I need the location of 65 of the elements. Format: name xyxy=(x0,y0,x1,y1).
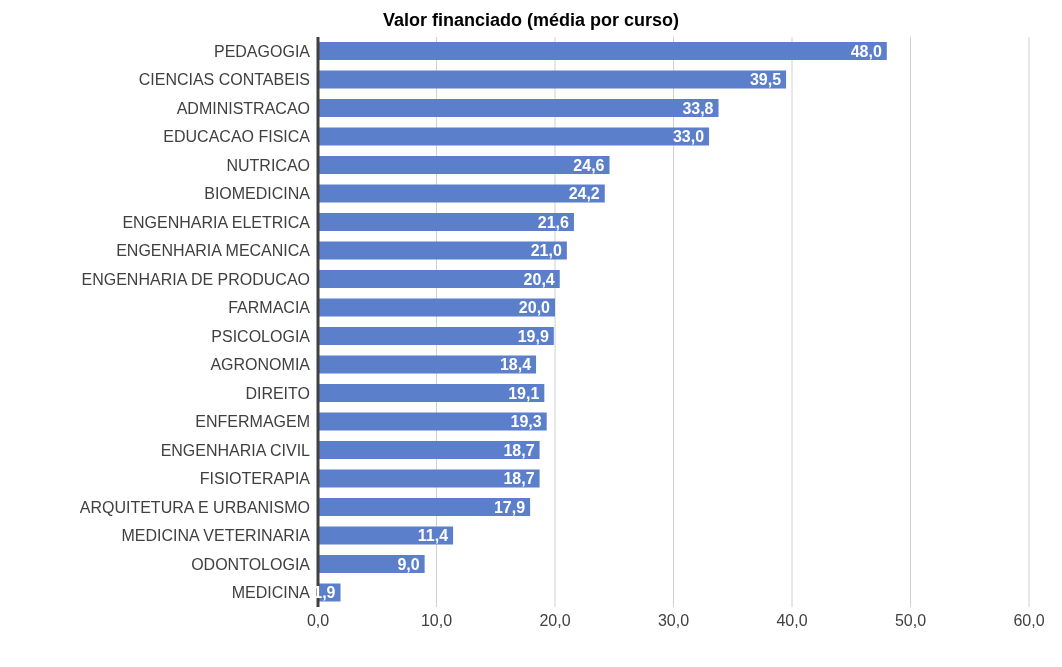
data-label: 18,7 xyxy=(503,441,535,459)
bar xyxy=(318,270,560,288)
data-label: 17,9 xyxy=(493,498,526,516)
data-label: 33,0 xyxy=(672,128,705,146)
data-label: 33,8 xyxy=(682,99,714,117)
y-tick-label: ENGENHARIA MECANICA xyxy=(116,242,311,260)
data-label: 18,7 xyxy=(503,470,535,488)
x-tick-label: 60,0 xyxy=(1013,612,1045,630)
bar xyxy=(318,42,887,60)
x-tick-label: 30,0 xyxy=(657,612,690,630)
y-tick-label: PEDAGOGIA xyxy=(213,42,311,60)
data-label: 19,9 xyxy=(517,327,549,345)
y-tick-label: ENGENHARIA CIVIL xyxy=(160,441,311,459)
y-tick-label: BIOMEDICINA xyxy=(204,185,311,203)
bar xyxy=(318,241,567,260)
x-tick-label: 40,0 xyxy=(776,612,808,630)
x-tick-label: 20,0 xyxy=(539,612,571,630)
y-tick-label: EDUCACAO FISICA xyxy=(163,128,311,146)
data-label: 18,4 xyxy=(499,356,532,374)
y-tick-label: ARQUITETURA E URBANISMO xyxy=(79,498,310,516)
y-tick-label: PSICOLOGIA xyxy=(211,327,311,345)
y-tick-label: AGRONOMIA xyxy=(210,356,311,374)
y-tick-label: CIENCIAS CONTABEIS xyxy=(138,71,310,89)
y-tick-label: FISIOTERAPIA xyxy=(199,470,311,488)
data-label: 19,3 xyxy=(510,413,542,431)
bar xyxy=(318,70,787,89)
data-label: 20,0 xyxy=(518,299,551,317)
bar xyxy=(318,327,554,345)
x-tick-label: 10,0 xyxy=(420,612,453,630)
data-label: 21,0 xyxy=(530,242,562,260)
data-label: 20,4 xyxy=(523,270,555,288)
data-label: 39,5 xyxy=(749,71,782,89)
bar xyxy=(318,412,547,431)
y-tick-label: ENGENHARIA DE PRODUCAO xyxy=(81,270,310,288)
bar xyxy=(318,498,531,516)
bar xyxy=(318,156,610,174)
data-label: 9,0 xyxy=(397,555,420,573)
x-tick-label: 0,0 xyxy=(306,612,330,630)
data-label: 21,6 xyxy=(537,213,570,231)
bar xyxy=(318,526,454,545)
bar xyxy=(318,355,537,374)
bar xyxy=(318,127,710,146)
chart-title: Valor financiado (média por curso) xyxy=(381,9,681,32)
bar xyxy=(318,184,605,203)
bar xyxy=(318,213,574,231)
y-tick-label: ENGENHARIA ELETRICA xyxy=(122,213,311,231)
y-tick-label: NUTRICAO xyxy=(226,156,310,174)
bar xyxy=(318,99,719,117)
data-label: 24,6 xyxy=(573,156,605,174)
y-tick-label: ADMINISTRACAO xyxy=(176,99,310,117)
y-tick-label: MEDICINA xyxy=(231,584,311,602)
bar xyxy=(318,298,555,317)
data-label: 11,4 xyxy=(417,527,449,545)
data-label: 24,2 xyxy=(568,185,600,203)
x-tick-label: 50,0 xyxy=(894,612,927,630)
bar xyxy=(318,441,540,459)
y-tick-label: MEDICINA VETERINARIA xyxy=(121,527,311,545)
y-tick-label: DIREITO xyxy=(245,384,310,402)
y-tick-label: ENFERMAGEM xyxy=(195,413,310,431)
data-label: 48,0 xyxy=(850,42,882,60)
y-tick-label: ODONTOLOGIA xyxy=(191,555,311,573)
bar xyxy=(318,384,545,402)
data-label: 19,1 xyxy=(508,384,540,402)
y-tick-label: FARMACIA xyxy=(228,299,311,317)
bar xyxy=(318,469,540,488)
